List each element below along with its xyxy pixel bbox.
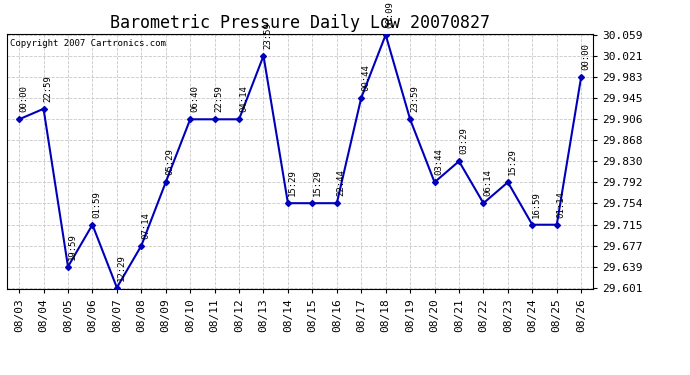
Text: 23:59: 23:59 [264,22,273,49]
Text: 15:29: 15:29 [313,170,322,196]
Text: 05:29: 05:29 [166,148,175,175]
Text: 12:29: 12:29 [117,254,126,281]
Text: 03:44: 03:44 [435,148,444,175]
Text: 15:29: 15:29 [288,170,297,196]
Text: 00:09: 00:09 [386,1,395,28]
Text: 06:40: 06:40 [190,86,199,112]
Text: 06:14: 06:14 [484,170,493,196]
Text: 01:14: 01:14 [557,191,566,218]
Text: 00:00: 00:00 [19,86,28,112]
Text: 07:14: 07:14 [141,212,150,239]
Text: 03:29: 03:29 [459,128,468,154]
Text: 00:44: 00:44 [362,64,371,91]
Text: 04:14: 04:14 [239,86,248,112]
Text: 01:59: 01:59 [92,191,101,218]
Text: 00:00: 00:00 [581,43,590,70]
Text: 22:59: 22:59 [43,75,52,102]
Text: 16:59: 16:59 [532,191,542,218]
Text: 22:44: 22:44 [337,170,346,196]
Text: 19:59: 19:59 [68,233,77,260]
Text: 22:59: 22:59 [215,86,224,112]
Text: Copyright 2007 Cartronics.com: Copyright 2007 Cartronics.com [10,39,166,48]
Text: 15:29: 15:29 [508,148,517,175]
Title: Barometric Pressure Daily Low 20070827: Barometric Pressure Daily Low 20070827 [110,14,490,32]
Text: 23:59: 23:59 [410,86,419,112]
